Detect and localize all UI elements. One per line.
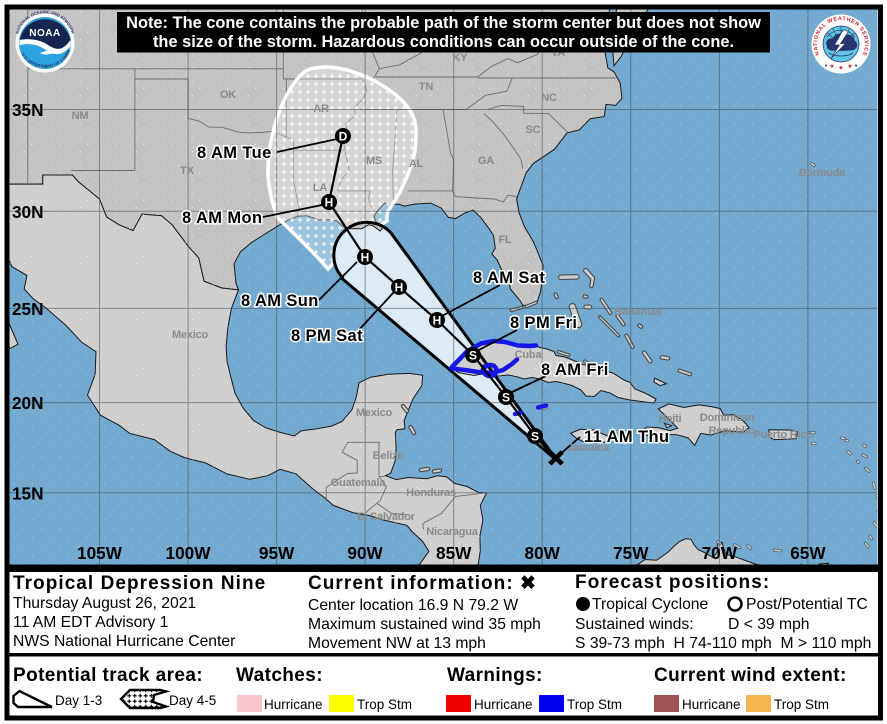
svg-text:8 AM Fri: 8 AM Fri xyxy=(541,361,609,379)
svg-text:15N: 15N xyxy=(12,483,44,503)
svg-text:NOAA: NOAA xyxy=(29,28,60,39)
svg-text:FL: FL xyxy=(498,234,512,246)
svg-text:Honduras: Honduras xyxy=(406,487,456,499)
svg-text:Potential track area:: Potential track area: xyxy=(13,665,203,686)
svg-text:95W: 95W xyxy=(259,543,295,563)
svg-text:AL: AL xyxy=(409,158,424,170)
svg-text:80W: 80W xyxy=(525,543,561,563)
svg-text:Sustained winds:: Sustained winds: xyxy=(575,616,694,633)
svg-text:AR: AR xyxy=(313,103,329,115)
svg-text:SC: SC xyxy=(526,124,541,136)
svg-text:30N: 30N xyxy=(12,202,44,222)
svg-text:El Salvador: El Salvador xyxy=(357,511,416,523)
svg-text:Bahamas: Bahamas xyxy=(614,306,662,318)
svg-text:Center location 16.9 N 79.2 W: Center location 16.9 N 79.2 W xyxy=(308,597,518,614)
svg-text:Current information: ✖: Current information: ✖ xyxy=(308,573,537,594)
svg-text:Guatemala: Guatemala xyxy=(331,477,387,489)
svg-text:D < 39 mph: D < 39 mph xyxy=(728,616,810,633)
svg-text:KY: KY xyxy=(453,52,469,64)
svg-text:65W: 65W xyxy=(790,543,826,563)
svg-text:S: S xyxy=(469,349,477,363)
svg-text:Mexico: Mexico xyxy=(172,329,209,341)
svg-text:★: ★ xyxy=(829,63,834,70)
svg-text:H: H xyxy=(325,196,334,210)
svg-text:70W: 70W xyxy=(702,543,738,563)
svg-text:Nicaragua: Nicaragua xyxy=(426,526,478,538)
svg-text:Forecast positions:: Forecast positions: xyxy=(575,572,770,593)
svg-text:8 AM Sat: 8 AM Sat xyxy=(473,269,545,287)
svg-text:35N: 35N xyxy=(12,100,44,120)
svg-text:Dominican: Dominican xyxy=(700,412,755,424)
svg-text:S: S xyxy=(531,430,539,444)
svg-text:90W: 90W xyxy=(347,543,383,563)
svg-text:Day 1-3: Day 1-3 xyxy=(55,693,102,708)
svg-text:8 AM Mon: 8 AM Mon xyxy=(182,209,263,227)
svg-text:8 AM Tue: 8 AM Tue xyxy=(197,144,272,162)
svg-text:★: ★ xyxy=(847,63,852,70)
svg-text:NM: NM xyxy=(72,110,89,122)
svg-text:LA: LA xyxy=(313,182,328,194)
svg-text:Tropical Cyclone: Tropical Cyclone xyxy=(592,596,709,613)
svg-text:Belize: Belize xyxy=(373,450,404,462)
svg-text:MS: MS xyxy=(366,155,382,167)
svg-text:Thursday August 26, 2021: Thursday August 26, 2021 xyxy=(13,595,196,612)
svg-text:Jamaica: Jamaica xyxy=(567,442,610,454)
svg-text:S 39-73 mph H 74-110 mph M >: S 39-73 mph H 74-110 mph M > 110 mph xyxy=(575,635,871,652)
svg-text:NC: NC xyxy=(541,92,557,104)
svg-text:★: ★ xyxy=(838,65,843,72)
svg-text:75W: 75W xyxy=(613,543,649,563)
svg-text:TX: TX xyxy=(180,165,195,177)
svg-text:105W: 105W xyxy=(77,543,123,563)
svg-text:D: D xyxy=(339,130,348,144)
svg-text:Warnings:: Warnings: xyxy=(447,665,543,686)
svg-text:Haiti: Haiti xyxy=(659,413,682,425)
svg-text:Current wind extent:: Current wind extent: xyxy=(654,665,847,686)
svg-text:11 AM EDT Advisory 1: 11 AM EDT Advisory 1 xyxy=(13,614,169,631)
svg-text:8 AM Sun: 8 AM Sun xyxy=(241,292,319,310)
svg-text:GA: GA xyxy=(478,155,494,167)
svg-text:Hurricane: Hurricane xyxy=(474,697,533,712)
svg-text:Puerto Rico: Puerto Rico xyxy=(753,429,813,441)
svg-text:S: S xyxy=(502,391,510,405)
svg-text:Republic: Republic xyxy=(709,425,754,437)
svg-text:Day 4-5: Day 4-5 xyxy=(169,693,216,708)
svg-text:Trop Stm: Trop Stm xyxy=(774,697,829,712)
svg-text:Note: The cone contains the pr: Note: The cone contains the probable pat… xyxy=(126,14,761,32)
svg-text:Hurricane: Hurricane xyxy=(264,697,323,712)
svg-text:100W: 100W xyxy=(166,543,212,563)
svg-text:Hurricane: Hurricane xyxy=(682,697,741,712)
svg-text:Cuba: Cuba xyxy=(515,349,543,361)
svg-text:H: H xyxy=(433,314,442,328)
svg-text:8 PM Sat: 8 PM Sat xyxy=(291,327,363,345)
svg-text:Post/Potential TC: Post/Potential TC xyxy=(746,596,868,613)
svg-text:TN: TN xyxy=(419,81,434,93)
svg-text:11 AM Thu: 11 AM Thu xyxy=(584,428,670,446)
svg-text:H: H xyxy=(395,281,404,295)
svg-text:85W: 85W xyxy=(436,543,472,563)
svg-text:H: H xyxy=(361,251,370,265)
svg-text:Movement NW at 13 mph: Movement NW at 13 mph xyxy=(308,635,486,652)
svg-text:Trop Stm: Trop Stm xyxy=(567,697,622,712)
svg-text:Trop Stm: Trop Stm xyxy=(357,697,412,712)
svg-text:NWS National Hurricane Center: NWS National Hurricane Center xyxy=(13,633,235,650)
svg-text:8 PM Fri: 8 PM Fri xyxy=(510,314,577,332)
svg-text:OK: OK xyxy=(220,89,236,101)
svg-text:the size of the storm. Hazardo: the size of the storm. Hazardous conditi… xyxy=(153,33,734,51)
svg-text:25N: 25N xyxy=(12,299,44,319)
svg-text:Tropical Depression Nine: Tropical Depression Nine xyxy=(13,573,266,594)
svg-text:Bermuda: Bermuda xyxy=(799,167,846,179)
svg-text:Maximum sustained wind 35 mph: Maximum sustained wind 35 mph xyxy=(308,616,541,633)
svg-text:20N: 20N xyxy=(12,393,44,413)
svg-text:Watches:: Watches: xyxy=(236,665,323,686)
svg-text:Mexico: Mexico xyxy=(356,407,393,419)
